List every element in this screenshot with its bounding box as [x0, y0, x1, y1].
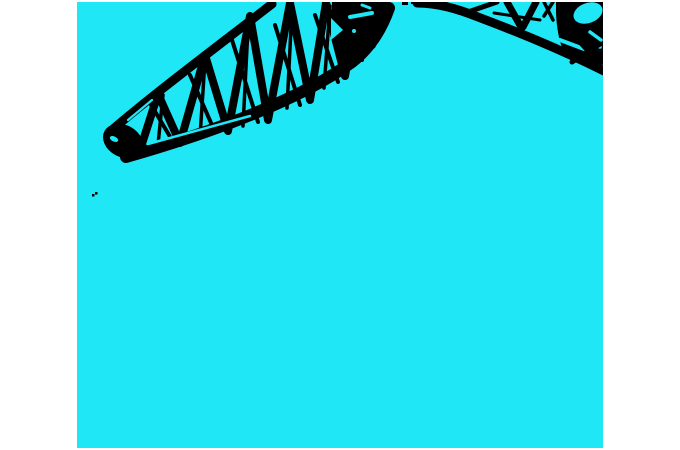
- right-boom-truss: [412, 2, 603, 76]
- noise-speck: [92, 192, 98, 197]
- truss-silhouette-svg: [92, 2, 603, 197]
- photo-canvas: [77, 2, 603, 448]
- apex-joint: [331, 2, 415, 66]
